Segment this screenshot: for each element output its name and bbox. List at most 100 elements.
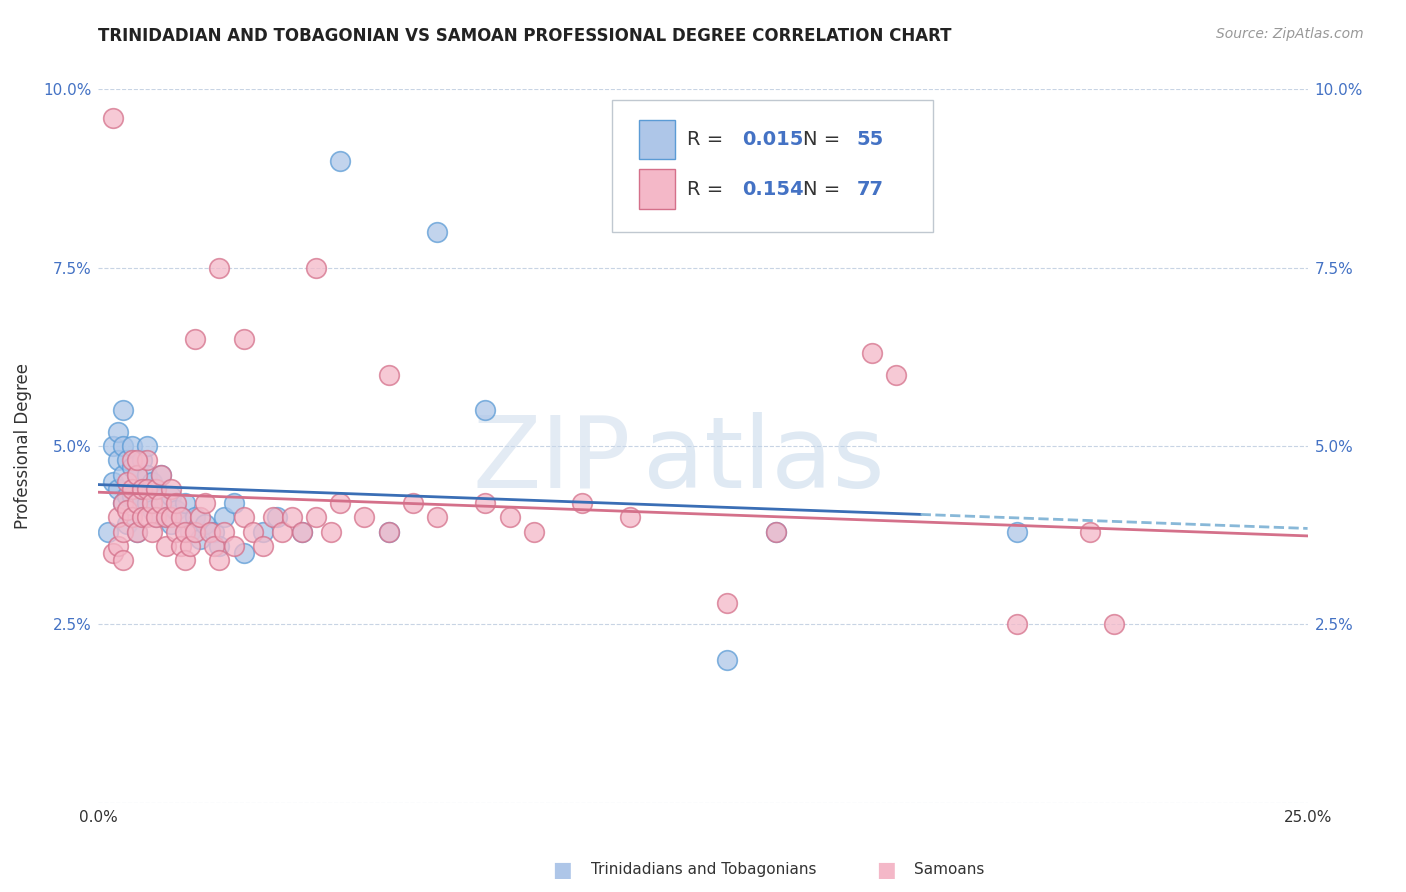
Point — [474, 496, 496, 510]
Point — [97, 524, 120, 539]
Point — [145, 482, 167, 496]
Point — [208, 260, 231, 275]
Point — [860, 346, 883, 360]
Point — [121, 460, 143, 475]
Point — [101, 475, 124, 489]
Point — [160, 489, 183, 503]
Point — [474, 403, 496, 417]
Point — [121, 439, 143, 453]
Point — [1007, 617, 1029, 632]
Point — [135, 496, 157, 510]
Point — [329, 153, 352, 168]
Point — [290, 524, 312, 539]
Point — [426, 510, 449, 524]
Point — [252, 539, 274, 553]
Point — [155, 539, 177, 553]
Point — [716, 596, 738, 610]
Point — [1007, 524, 1029, 539]
Point — [716, 653, 738, 667]
Point — [160, 510, 183, 524]
Point — [242, 524, 264, 539]
Point — [150, 496, 173, 510]
Point — [101, 439, 124, 453]
Point — [131, 510, 153, 524]
Point — [184, 332, 207, 346]
Point — [353, 510, 375, 524]
Text: TRINIDADIAN AND TOBAGONIAN VS SAMOAN PROFESSIONAL DEGREE CORRELATION CHART: TRINIDADIAN AND TOBAGONIAN VS SAMOAN PRO… — [98, 27, 952, 45]
Point — [117, 475, 139, 489]
Point — [135, 439, 157, 453]
Point — [107, 425, 129, 439]
Point — [127, 496, 149, 510]
Point — [111, 496, 134, 510]
Point — [266, 510, 288, 524]
Point — [194, 517, 217, 532]
Point — [101, 111, 124, 125]
Point — [305, 510, 328, 524]
Point — [101, 546, 124, 560]
Point — [305, 260, 328, 275]
Point — [402, 496, 425, 510]
Point — [127, 524, 149, 539]
Point — [121, 453, 143, 467]
Point — [377, 524, 399, 539]
Point — [329, 496, 352, 510]
Text: 55: 55 — [856, 129, 884, 149]
Point — [135, 453, 157, 467]
Point — [111, 496, 134, 510]
Point — [165, 496, 187, 510]
Text: R =: R = — [688, 129, 730, 149]
Point — [155, 510, 177, 524]
Point — [208, 553, 231, 567]
Text: N =: N = — [803, 129, 846, 149]
Point — [165, 524, 187, 539]
Point — [377, 524, 399, 539]
Point — [145, 510, 167, 524]
Point — [377, 368, 399, 382]
Point — [281, 510, 304, 524]
Point — [184, 510, 207, 524]
Point — [107, 453, 129, 467]
Point — [117, 489, 139, 503]
Text: ■: ■ — [876, 860, 896, 880]
Point — [222, 496, 245, 510]
Text: ■: ■ — [553, 860, 572, 880]
Point — [208, 539, 231, 553]
Point — [127, 524, 149, 539]
Point — [319, 524, 342, 539]
Point — [498, 510, 520, 524]
Text: R =: R = — [688, 179, 730, 199]
Point — [165, 503, 187, 517]
Point — [194, 496, 217, 510]
Text: Source: ZipAtlas.com: Source: ZipAtlas.com — [1216, 27, 1364, 41]
Point — [141, 524, 163, 539]
Point — [131, 482, 153, 496]
Point — [184, 524, 207, 539]
Point — [135, 510, 157, 524]
Point — [212, 524, 235, 539]
Point — [150, 496, 173, 510]
Point — [121, 489, 143, 503]
Point — [111, 439, 134, 453]
Point — [232, 510, 254, 524]
Point — [523, 524, 546, 539]
Point — [179, 539, 201, 553]
Point — [179, 524, 201, 539]
Point — [155, 510, 177, 524]
Point — [135, 482, 157, 496]
Point — [131, 453, 153, 467]
Point — [150, 467, 173, 482]
Point — [117, 453, 139, 467]
Point — [174, 553, 197, 567]
Point — [204, 524, 226, 539]
FancyBboxPatch shape — [638, 169, 675, 209]
Point — [169, 539, 191, 553]
Point — [131, 482, 153, 496]
Point — [252, 524, 274, 539]
Point — [262, 510, 284, 524]
Point — [121, 482, 143, 496]
FancyBboxPatch shape — [638, 120, 675, 159]
Text: Samoans: Samoans — [914, 863, 984, 877]
Text: atlas: atlas — [643, 412, 884, 508]
Point — [169, 510, 191, 524]
